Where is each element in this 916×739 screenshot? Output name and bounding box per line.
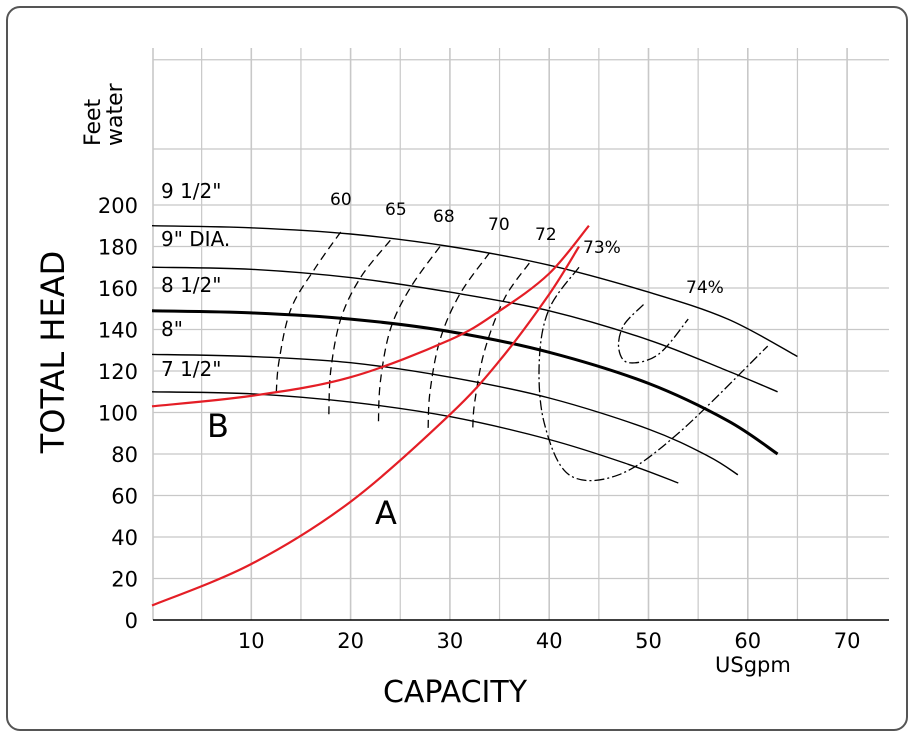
impeller-curve [151,309,779,456]
x-tick-label: 40 [536,629,563,653]
impeller-curve [151,353,739,476]
y-tick-label: 120 [98,360,138,384]
x-tick-label: 20 [337,629,364,653]
system-curve [151,225,590,408]
efficiency-curve-label: 68 [433,207,455,227]
x-tick-label: 50 [635,629,662,653]
impeller-curve [151,225,798,358]
efficiency-curve-label: 72 [535,225,557,245]
efficiency-curve-label: 70 [488,215,510,235]
x-tick-label: 30 [437,629,464,653]
efficiency-curve [617,304,689,364]
efficiency-curve-label: 60 [330,190,352,210]
y-tick-label: 100 [98,402,138,426]
curve-labels: 9 1/2" 9" DIA. 8 1/2" 8" 7 1/2" 60 65 68 70 72 73%… [161,179,724,532]
impeller-curve-label: 8 1/2" [161,273,221,297]
efficiency-curve-label: 74% [686,278,724,298]
impeller-curve-label: 8" [161,317,183,341]
x-axis-unit: USgpm [715,653,791,677]
efficiency-curve [472,262,530,430]
axes: 0 20 40 60 80 100 120 140 160 180 200 10 20 30 40 50 60 7… [98,194,889,653]
x-tick-label: 60 [734,629,761,653]
x-axis-label: CAPACITY [383,675,528,710]
efficiency-curve [377,246,441,425]
y-tick-label: 40 [111,526,138,550]
y-tick-label: 0 [125,609,138,633]
efficiency-curves [275,231,769,482]
efficiency-curve-label: 73% [583,238,621,258]
impeller-curve-label: 9 1/2" [161,179,221,203]
efficiency-curve [328,239,391,417]
system-curve-label: A [375,494,397,532]
grid [152,48,889,620]
y-axis-unit: Feetwater [81,82,128,146]
y-axis-label: TOTAL HEAD [34,251,72,455]
y-tick-label: 20 [111,568,138,592]
impeller-curves [151,225,798,484]
y-tick-label: 80 [111,443,138,467]
y-tick-label: 140 [98,319,138,343]
x-tick-label: 70 [834,629,861,653]
efficiency-curve [538,266,769,482]
y-tick-label: 60 [111,485,138,509]
y-tick-label: 200 [98,194,138,218]
impeller-curve-label: 9" DIA. [161,227,230,251]
impeller-curve [151,391,679,484]
system-curve-label: B [207,407,229,445]
efficiency-curve [275,231,342,396]
chart-frame [6,6,908,731]
impeller-curve-label: 7 1/2" [161,357,221,381]
x-tick-label: 10 [238,629,265,653]
y-tick-label: 160 [98,277,138,301]
y-tick-label: 180 [98,236,138,260]
efficiency-curve-label: 65 [385,200,407,220]
efficiency-curve [427,252,491,430]
impeller-curve [151,266,778,393]
system-curve [151,245,580,607]
system-curves [151,225,590,607]
